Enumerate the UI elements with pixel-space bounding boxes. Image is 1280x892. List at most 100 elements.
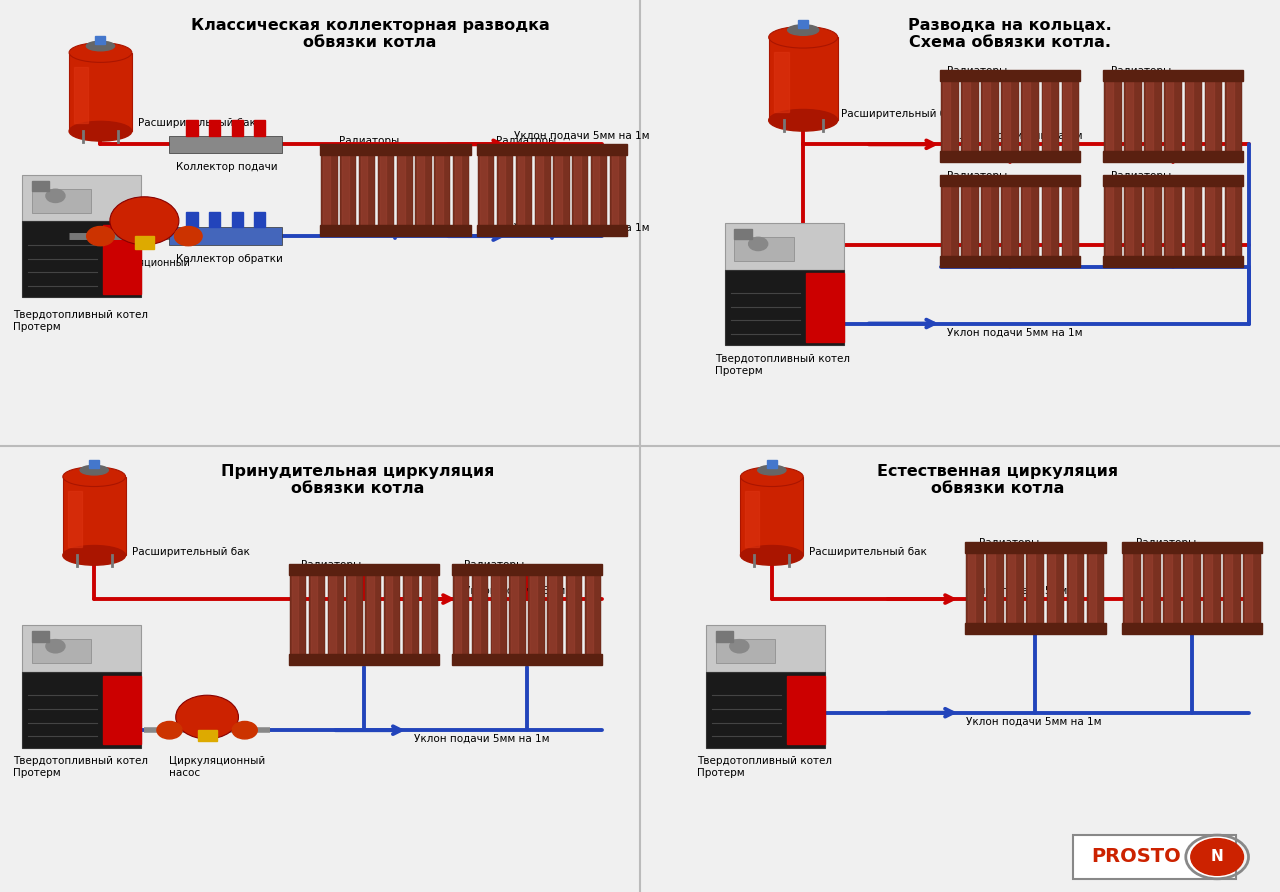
Bar	[289, 564, 439, 575]
Bar	[806, 273, 844, 342]
Bar	[612, 153, 618, 232]
Bar	[963, 78, 970, 158]
Bar	[32, 632, 50, 641]
Ellipse shape	[758, 466, 786, 475]
Bar	[568, 573, 575, 660]
Bar	[90, 460, 100, 468]
Bar	[1245, 551, 1252, 630]
Bar	[745, 491, 759, 548]
Bar	[1146, 551, 1152, 630]
Bar	[1027, 547, 1044, 634]
Bar	[329, 573, 335, 660]
Bar	[347, 568, 362, 665]
Circle shape	[174, 227, 202, 245]
Bar	[516, 149, 532, 236]
Ellipse shape	[69, 43, 132, 62]
Bar	[767, 460, 777, 468]
Text: Радиаторы: Радиаторы	[495, 136, 556, 145]
Bar	[454, 573, 461, 660]
Bar	[340, 149, 356, 236]
Text: Уклон подачи 5мм на 1м: Уклон подачи 5мм на 1м	[465, 585, 600, 595]
Bar	[1123, 547, 1140, 634]
Text: Радиаторы: Радиаторы	[1135, 538, 1196, 548]
Bar	[1121, 542, 1262, 553]
Bar	[1224, 547, 1242, 634]
Bar	[367, 573, 374, 660]
Bar	[289, 654, 439, 665]
Bar	[22, 625, 141, 672]
Bar	[536, 153, 543, 232]
Bar	[493, 573, 499, 660]
Bar	[1225, 179, 1242, 267]
Bar	[417, 153, 424, 232]
Bar	[169, 227, 283, 245]
Bar	[556, 153, 562, 232]
Bar	[32, 181, 50, 191]
Bar	[480, 153, 486, 232]
Bar	[586, 573, 593, 660]
Text: Радиаторы: Радиаторы	[1111, 170, 1171, 180]
Bar	[169, 136, 283, 153]
Ellipse shape	[63, 546, 125, 566]
Text: Расширительный бак: Расширительный бак	[841, 110, 959, 120]
Bar	[509, 568, 526, 665]
Ellipse shape	[86, 41, 115, 51]
Bar	[380, 153, 387, 232]
Bar	[1047, 547, 1064, 634]
Text: Уклон подачи 5мм на 1м: Уклон подачи 5мм на 1м	[966, 585, 1102, 595]
Bar	[472, 568, 488, 665]
Circle shape	[46, 640, 65, 653]
Bar	[1073, 835, 1236, 879]
Bar	[987, 547, 1004, 634]
Text: Принудительная циркуляция
обвязки котла: Принудительная циркуляция обвязки котла	[221, 464, 494, 496]
Bar	[530, 573, 536, 660]
Bar	[983, 78, 991, 158]
Bar	[308, 568, 325, 665]
Bar	[1043, 184, 1051, 262]
Bar	[403, 568, 419, 665]
Bar	[209, 120, 220, 136]
Bar	[1143, 547, 1161, 634]
Text: Расширительный бак: Расширительный бак	[138, 118, 256, 128]
Bar	[1043, 78, 1051, 158]
Bar	[320, 225, 471, 236]
Bar	[63, 476, 125, 556]
Bar	[436, 153, 443, 232]
Text: Твердотопливный котел
Протерм: Твердотопливный котел Протерм	[716, 354, 850, 376]
Bar	[511, 573, 518, 660]
Bar	[1166, 184, 1174, 262]
Bar	[453, 568, 470, 665]
Bar	[1042, 74, 1059, 161]
Bar	[415, 149, 431, 236]
Ellipse shape	[63, 467, 125, 486]
Bar	[1226, 78, 1234, 158]
Bar	[585, 568, 602, 665]
Bar	[255, 120, 265, 136]
Bar	[342, 153, 348, 232]
Text: Расширительный бак: Расширительный бак	[809, 547, 927, 557]
Bar	[724, 223, 844, 269]
Bar	[965, 542, 1106, 553]
Bar	[1064, 78, 1070, 158]
Bar	[477, 149, 494, 236]
Text: Разводка на кольцах.
Схема обвязки котла.: Разводка на кольцах. Схема обвязки котла…	[909, 18, 1112, 50]
Text: Уклон подачи 5мм на 1м: Уклон подачи 5мм на 1м	[947, 130, 1083, 141]
Text: Радиаторы: Радиаторы	[979, 538, 1039, 548]
Bar	[943, 78, 950, 158]
Text: Радиаторы: Радиаторы	[947, 66, 1007, 76]
Bar	[361, 153, 367, 232]
Bar	[943, 184, 950, 262]
Circle shape	[157, 722, 182, 739]
Bar	[774, 53, 790, 112]
Bar	[69, 53, 132, 131]
Bar	[365, 568, 381, 665]
Bar	[424, 573, 430, 660]
Circle shape	[730, 640, 749, 653]
Bar	[1103, 256, 1243, 267]
Bar	[609, 149, 626, 236]
Bar	[566, 568, 582, 665]
Bar	[1144, 179, 1162, 267]
Bar	[940, 256, 1080, 267]
Bar	[434, 149, 451, 236]
Bar	[591, 149, 607, 236]
